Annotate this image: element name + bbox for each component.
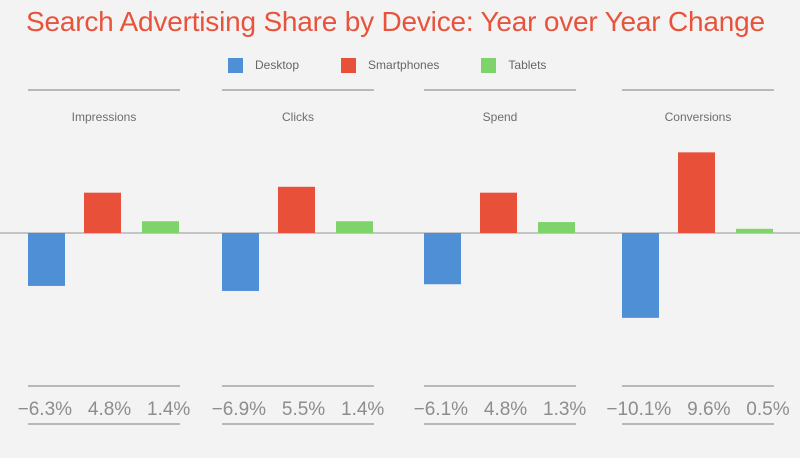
value-labels-spend: −6.1% 4.8% 1.3% [414,399,587,420]
legend-swatch-desktop [228,57,243,73]
value-labels-conversions: −10.1% 9.6% 0.5% [606,399,789,420]
bar-clicks-desktop [222,233,259,291]
bar-conversions-smartphones [678,152,715,233]
category-label-spend: Spend [483,110,518,124]
legend-swatch-tablets [481,57,497,73]
bar-spend-tablets [538,222,575,233]
legend-item-desktop: Desktop [228,57,300,73]
bar-clicks-smartphones [278,186,315,233]
category-label-clicks: Clicks [282,110,314,124]
bar-spend-smartphones [480,192,517,233]
bar-impressions-tablets [142,221,179,233]
category-label-impressions: Impressions [72,110,137,124]
bar-spend-desktop [424,233,461,285]
legend-label-desktop: Desktop [255,58,300,72]
legend-swatch-smartphones [341,57,357,73]
bar-impressions-smartphones [84,192,121,233]
legend-item-tablets: Tablets [481,57,547,73]
bar-clicks-tablets [336,221,373,233]
legend-label-tablets: Tablets [508,58,547,72]
bar-conversions-desktop [622,233,659,318]
bar-conversions-tablets [736,228,773,233]
legend-label-smartphones: Smartphones [368,58,440,72]
chart-title: Search Advertising Share by Device: Year… [26,6,765,37]
bar-impressions-desktop [28,233,65,286]
category-label-conversions: Conversions [665,110,732,124]
legend-item-smartphones: Smartphones [341,57,440,73]
value-labels-clicks: −6.9% 5.5% 1.4% [212,399,385,420]
legend: Desktop Smartphones Tablets [228,53,588,77]
value-labels-impressions: −6.3% 4.8% 1.4% [18,399,191,420]
